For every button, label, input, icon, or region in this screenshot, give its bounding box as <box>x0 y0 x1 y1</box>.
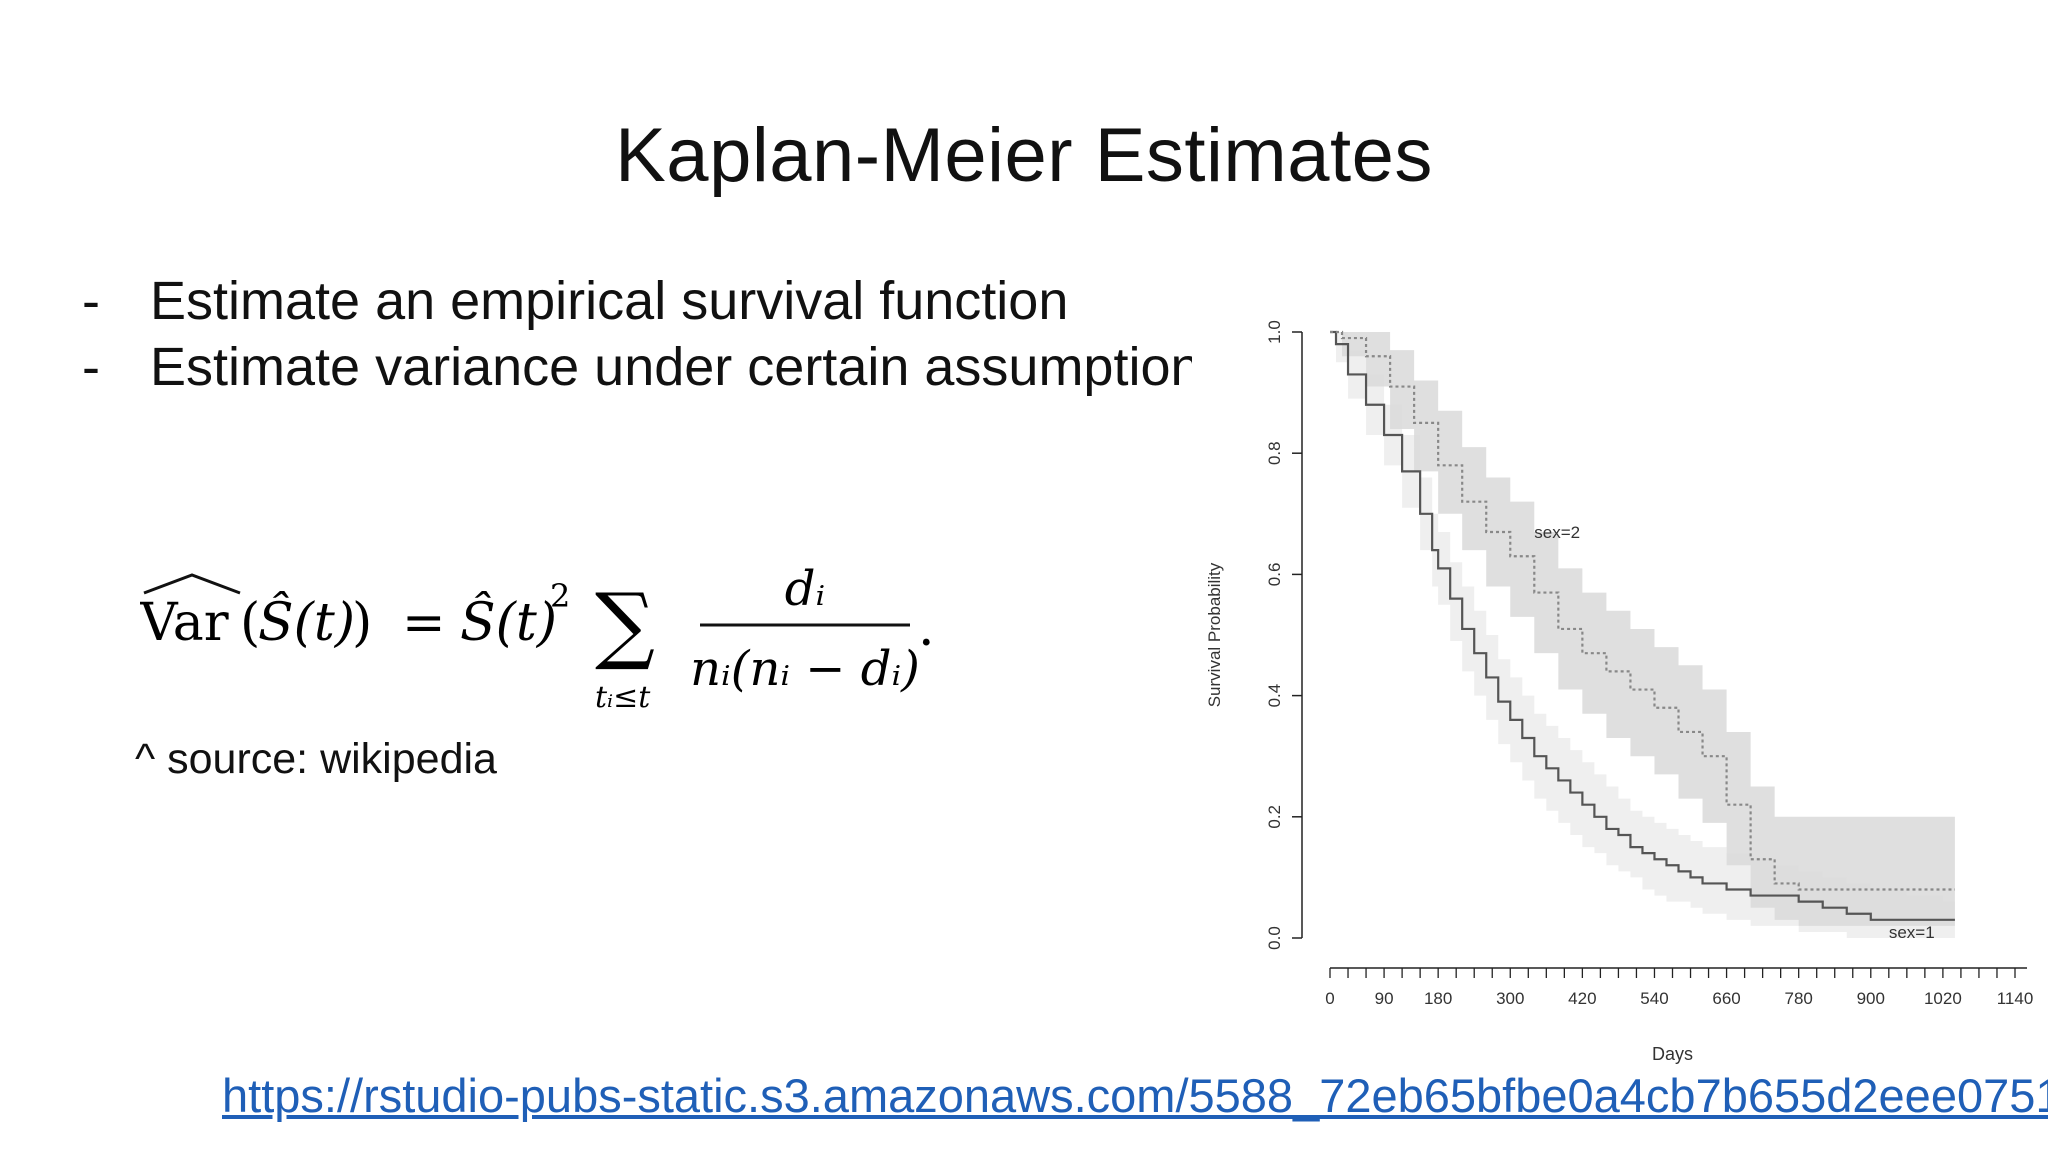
formula-hat <box>143 573 241 595</box>
x-tick-label: 1140 <box>1997 989 2034 1008</box>
x-tick-label: 0 <box>1325 989 1334 1008</box>
formula-sum: ∑ <box>595 575 655 673</box>
x-tick-label: 660 <box>1712 989 1740 1008</box>
ci-band-sex=1 <box>1330 332 1955 938</box>
y-axis-label: Survival Probability <box>1205 562 1224 707</box>
x-tick-label: 780 <box>1784 989 1812 1008</box>
x-tick-label: 900 <box>1857 989 1885 1008</box>
x-axis-label: Days <box>1652 1044 1693 1064</box>
x-tick-label: 420 <box>1568 989 1596 1008</box>
x-tick-label: 1020 <box>1924 989 1962 1008</box>
y-tick-label: 0.8 <box>1265 441 1284 465</box>
formula-var: Var <box>140 593 229 653</box>
bullet-text: Estimate an empirical survival function <box>150 271 1069 331</box>
source-link[interactable]: https://rstudio-pubs-static.s3.amazonaws… <box>222 1069 2048 1122</box>
formula-exponent: 2 <box>550 577 570 615</box>
y-tick-label: 0.2 <box>1265 805 1284 829</box>
formula-rhs-s: Ŝ(t) <box>460 591 557 653</box>
km-survival-chart: 0.0 0.2 0.4 0.6 0.8 1.0 Survival Probability 0 9… <box>1205 320 2034 1064</box>
bullet-marker: - <box>82 271 100 331</box>
bullet-item: - Estimate an empirical survival function <box>82 268 1192 334</box>
bullet-marker: - <box>82 337 100 397</box>
y-tick-label: 1.0 <box>1265 320 1284 344</box>
y-tick-label: 0.4 <box>1265 684 1284 708</box>
annotation-sex-2: sex=2 <box>1534 523 1580 542</box>
survival-curve-sex=2 <box>1330 330 1955 891</box>
annotation-sex-1: sex=1 <box>1889 923 1935 942</box>
survival-curve-sex=1 <box>1330 330 1955 921</box>
formula-paren-close: ) <box>352 593 372 653</box>
bullet-list: - Estimate an empirical survival function… <box>82 268 1192 400</box>
formula-inner: Ŝ(t) <box>258 591 355 653</box>
bullet-item: - Estimate variance under certain assumpt… <box>82 334 1192 400</box>
formula-sum-sub: tᵢ≤t <box>595 680 651 715</box>
x-tick-label: 90 <box>1375 989 1394 1008</box>
formula-denominator: nᵢ(nᵢ − dᵢ) <box>690 641 920 697</box>
formula-end: . <box>918 598 935 658</box>
formula-numerator: dᵢ <box>785 561 825 617</box>
slide-title: Kaplan-Meier Estimates <box>615 113 1433 198</box>
y-tick-label: 0.0 <box>1265 926 1284 950</box>
x-tick-label: 300 <box>1496 989 1524 1008</box>
x-tick-label: 180 <box>1424 989 1452 1008</box>
y-tick-label: 0.6 <box>1265 563 1284 587</box>
formula-equals: = <box>402 593 446 653</box>
x-tick-label: 540 <box>1640 989 1668 1008</box>
source-note: ^ source: wikipedia <box>135 735 497 783</box>
bullet-text: Estimate variance under certain assumpti… <box>150 337 1192 397</box>
variance-formula: Var ( Ŝ(t) ) = Ŝ(t) 2 ∑ tᵢ≤t dᵢ nᵢ(nᵢ − … <box>140 561 935 715</box>
ci-band-sex=2 <box>1330 332 1955 926</box>
formula-paren-open: ( <box>240 593 260 653</box>
